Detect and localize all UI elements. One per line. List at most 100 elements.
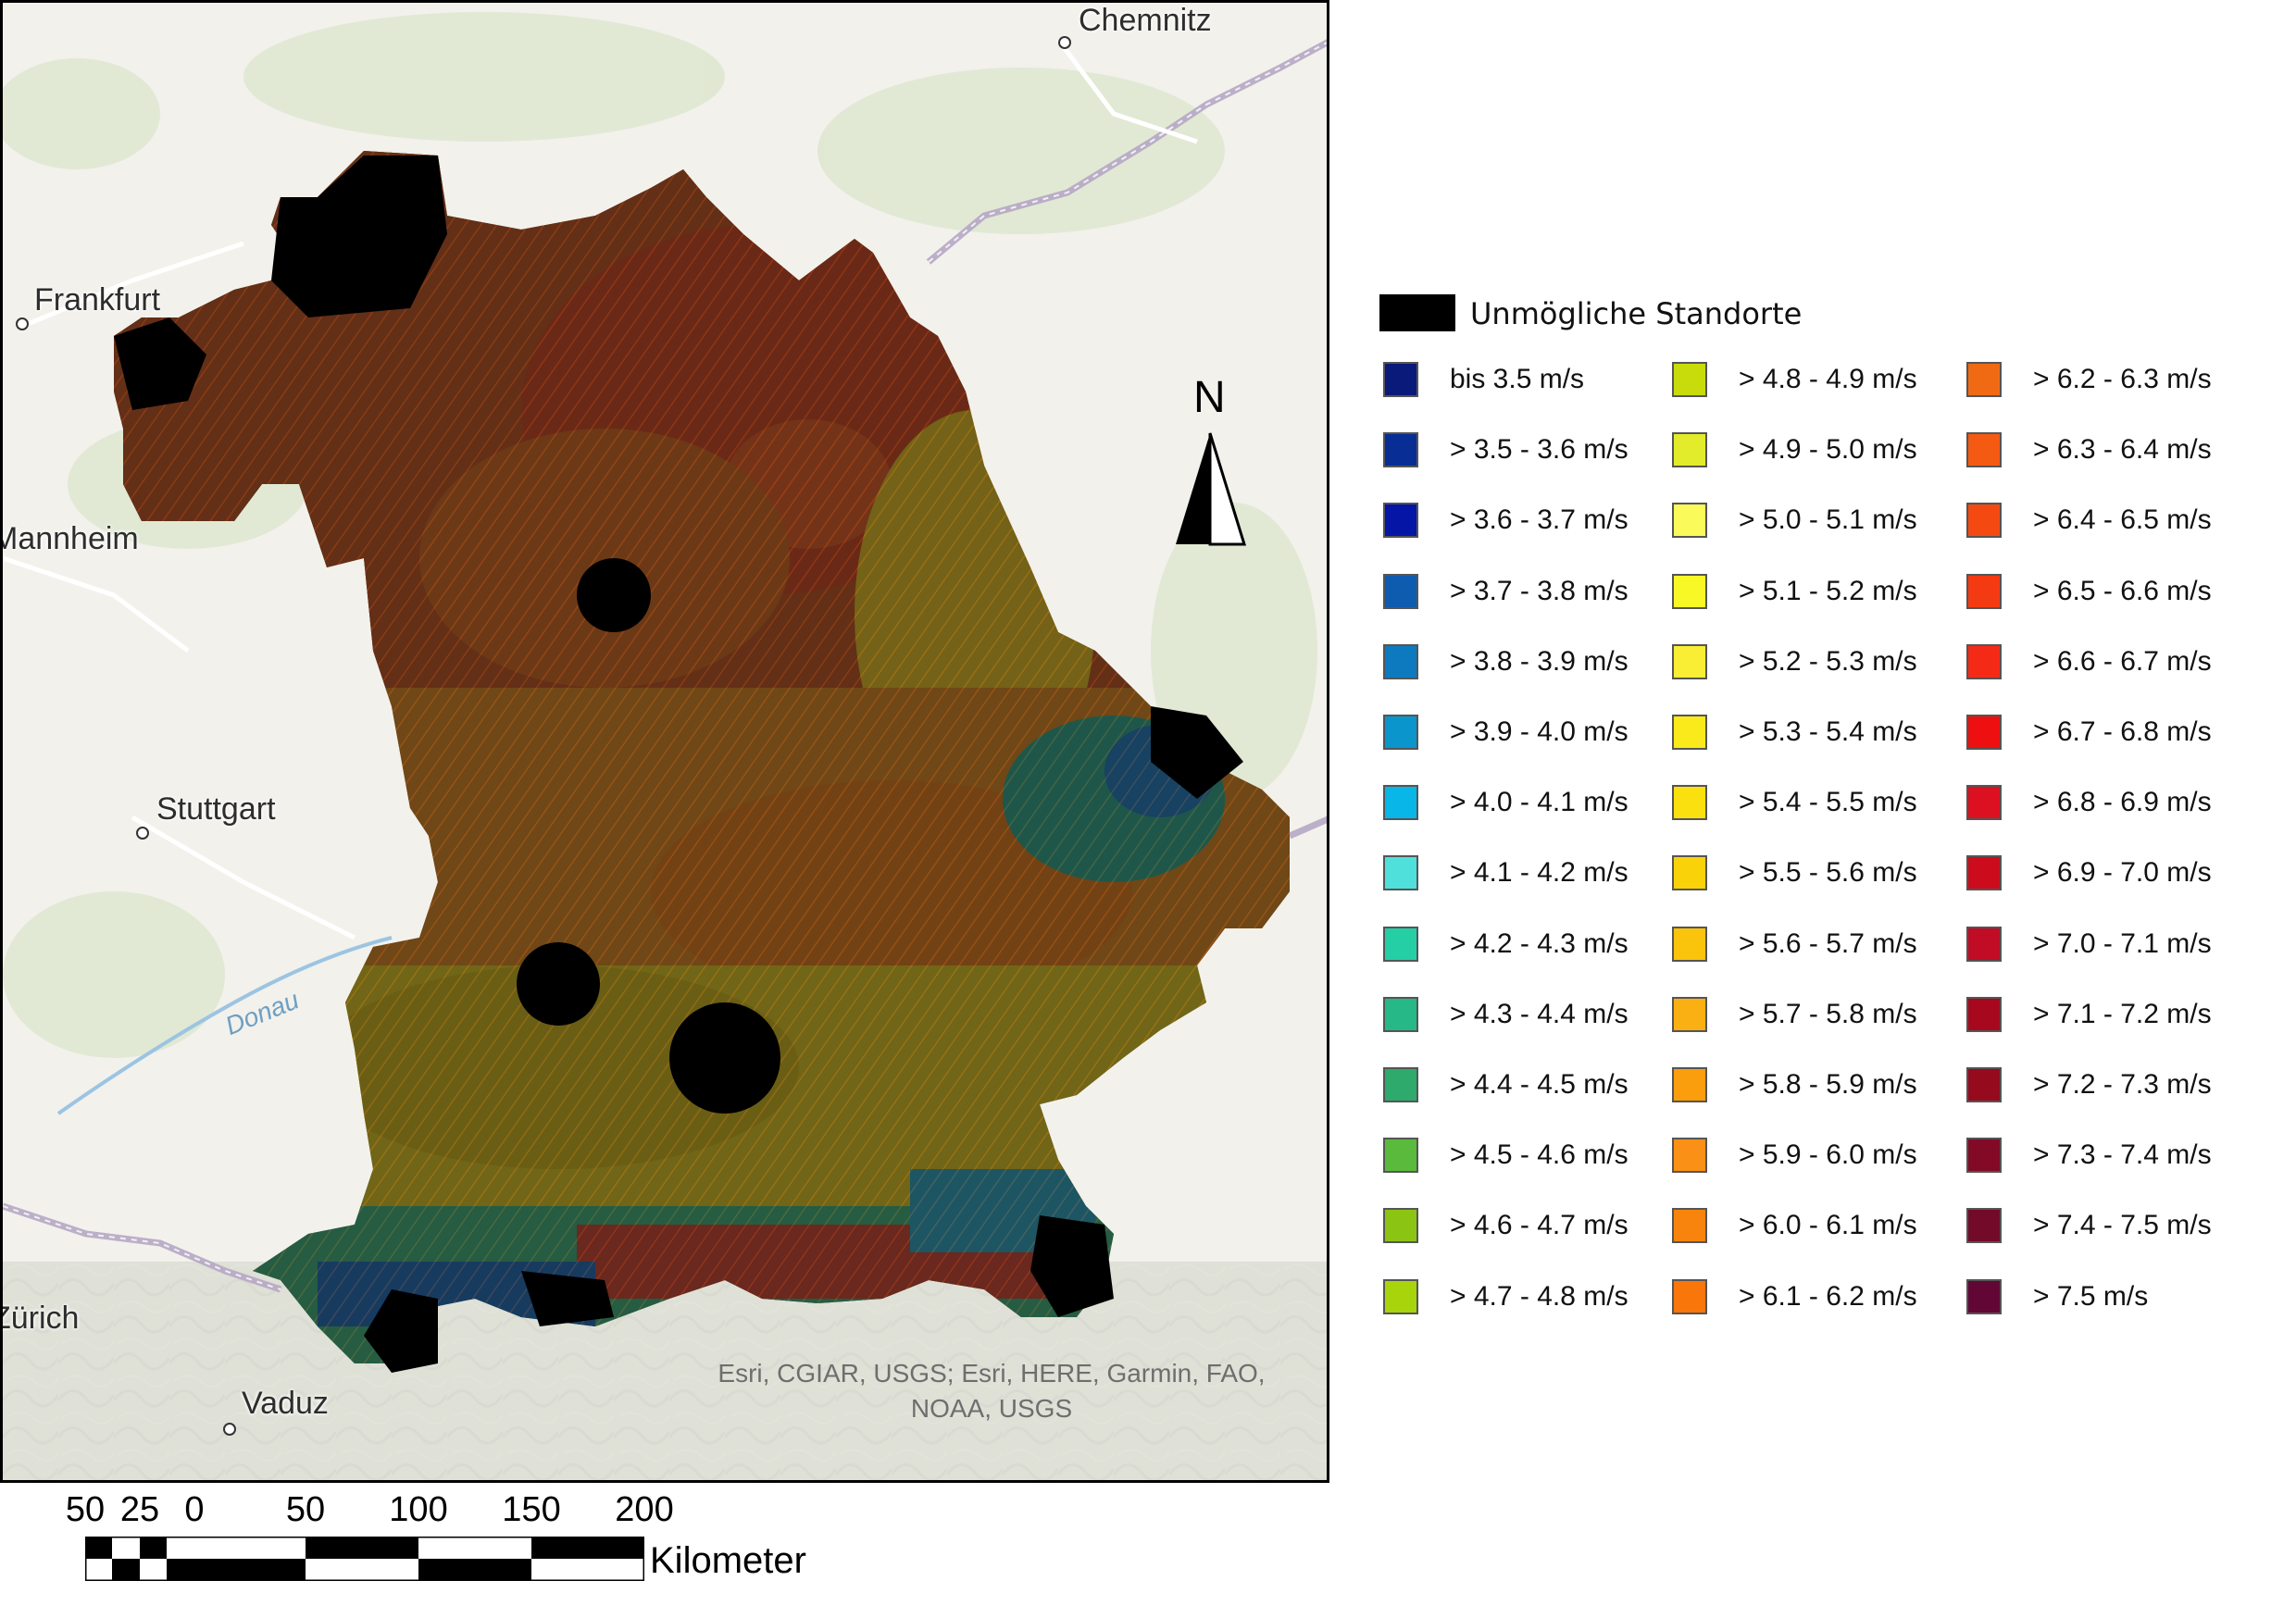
legend-label: > 3.9 - 4.0 m/s bbox=[1450, 716, 1628, 747]
legend-item: > 6.9 - 7.0 m/s bbox=[1966, 853, 2212, 893]
map-panel[interactable]: Chemnitz Frankfurt Mannheim Stuttgart Zü… bbox=[0, 0, 1329, 1483]
city-label-vaduz: Vaduz bbox=[242, 1386, 329, 1421]
legend-label: > 5.9 - 6.0 m/s bbox=[1739, 1139, 1917, 1170]
legend-swatch bbox=[1966, 644, 2002, 679]
legend-swatch bbox=[1966, 1067, 2002, 1102]
legend-swatch bbox=[1383, 927, 1418, 962]
legend-label: > 3.5 - 3.6 m/s bbox=[1450, 434, 1628, 465]
legend-item: > 3.7 - 3.8 m/s bbox=[1383, 571, 1628, 612]
legend-label: > 6.5 - 6.6 m/s bbox=[2033, 576, 2212, 606]
city-label-frankfurt: Frankfurt bbox=[34, 282, 161, 317]
city-dot-stuttgart bbox=[136, 827, 149, 840]
legend-label: > 5.8 - 5.9 m/s bbox=[1739, 1069, 1917, 1100]
legend-item: > 3.8 - 3.9 m/s bbox=[1383, 641, 1628, 682]
city-label-zurich: Zürich bbox=[0, 1301, 80, 1336]
legend-swatch bbox=[1383, 1138, 1418, 1173]
legend-item: > 3.5 - 3.6 m/s bbox=[1383, 429, 1628, 470]
legend-item: > 7.2 - 7.3 m/s bbox=[1966, 1064, 2212, 1105]
legend-swatch bbox=[1966, 503, 2002, 538]
scalebar-unit: Kilometer bbox=[650, 1540, 806, 1581]
legend-swatch bbox=[1383, 644, 1418, 679]
legend-label: > 4.2 - 4.3 m/s bbox=[1450, 928, 1628, 959]
legend-item: > 6.6 - 6.7 m/s bbox=[1966, 641, 2212, 682]
legend-swatch bbox=[1672, 927, 1707, 962]
attribution-line-1: Esri, CGIAR, USGS; Esri, HERE, Garmin, F… bbox=[718, 1359, 1266, 1388]
legend-item: > 4.2 - 4.3 m/s bbox=[1383, 924, 1628, 965]
legend-label: bis 3.5 m/s bbox=[1450, 364, 1585, 394]
legend-label: > 7.2 - 7.3 m/s bbox=[2033, 1069, 2212, 1100]
legend-item: > 5.0 - 5.1 m/s bbox=[1672, 500, 1917, 541]
legend-label: > 5.3 - 5.4 m/s bbox=[1739, 716, 1917, 747]
legend-swatch bbox=[1672, 644, 1707, 679]
legend-label: > 5.7 - 5.8 m/s bbox=[1739, 999, 1917, 1029]
scalebar-tick-label: 0 bbox=[184, 1490, 205, 1529]
legend-label: > 3.8 - 3.9 m/s bbox=[1450, 646, 1628, 677]
legend-label: > 6.3 - 6.4 m/s bbox=[2033, 434, 2212, 465]
city-label-stuttgart: Stuttgart bbox=[156, 791, 276, 827]
legend-item: > 6.0 - 6.1 m/s bbox=[1672, 1205, 1917, 1246]
legend-swatch bbox=[1383, 1067, 1418, 1102]
scalebar-tick-label: 100 bbox=[389, 1490, 448, 1529]
legend-swatch bbox=[1672, 785, 1707, 820]
legend-label: > 6.7 - 6.8 m/s bbox=[2033, 716, 2212, 747]
legend-swatch bbox=[1966, 362, 2002, 397]
legend-label: > 6.4 - 6.5 m/s bbox=[2033, 504, 2212, 535]
legend-item: > 7.4 - 7.5 m/s bbox=[1966, 1205, 2212, 1246]
legend-item: > 6.8 - 6.9 m/s bbox=[1966, 782, 2212, 823]
legend-label: > 6.6 - 6.7 m/s bbox=[2033, 646, 2212, 677]
scalebar-tick-label: 50 bbox=[65, 1490, 106, 1529]
legend-swatch bbox=[1672, 1067, 1707, 1102]
legend-swatch bbox=[1383, 715, 1418, 750]
legend-item: > 5.6 - 5.7 m/s bbox=[1672, 924, 1917, 965]
city-label-chemnitz: Chemnitz bbox=[1079, 3, 1212, 38]
legend-item: > 5.3 - 5.4 m/s bbox=[1672, 712, 1917, 753]
impossible-areas bbox=[114, 156, 1243, 1373]
legend-label: > 3.6 - 3.7 m/s bbox=[1450, 504, 1628, 535]
legend-label: > 6.8 - 6.9 m/s bbox=[2033, 787, 2212, 817]
attribution-line-2: NOAA, USGS bbox=[910, 1394, 1073, 1423]
legend-item: > 5.2 - 5.3 m/s bbox=[1672, 641, 1917, 682]
legend-label: > 6.0 - 6.1 m/s bbox=[1739, 1210, 1917, 1240]
legend-swatch bbox=[1672, 855, 1707, 890]
legend-swatch bbox=[1383, 997, 1418, 1032]
north-label: N bbox=[1193, 373, 1226, 422]
legend-swatch bbox=[1966, 927, 2002, 962]
scalebar bbox=[85, 1537, 644, 1581]
legend-item: > 3.6 - 3.7 m/s bbox=[1383, 500, 1628, 541]
legend-swatch bbox=[1383, 1279, 1418, 1314]
city-dot-vaduz bbox=[223, 1423, 236, 1436]
legend-swatch bbox=[1966, 997, 2002, 1032]
map-attribution: Esri, CGIAR, USGS; Esri, HERE, Garmin, F… bbox=[695, 1356, 1288, 1426]
legend-item: > 5.9 - 6.0 m/s bbox=[1672, 1135, 1917, 1176]
legend-item: > 4.8 - 4.9 m/s bbox=[1672, 359, 1917, 400]
legend-item: > 3.9 - 4.0 m/s bbox=[1383, 712, 1628, 753]
legend-item: > 4.6 - 4.7 m/s bbox=[1383, 1205, 1628, 1246]
legend-label: > 6.9 - 7.0 m/s bbox=[2033, 857, 2212, 888]
legend-item: > 7.5 m/s bbox=[1966, 1276, 2148, 1317]
legend-label: > 4.8 - 4.9 m/s bbox=[1739, 364, 1917, 394]
legend-label: > 7.1 - 7.2 m/s bbox=[2033, 999, 2212, 1029]
legend-item: > 4.9 - 5.0 m/s bbox=[1672, 429, 1917, 470]
legend-label: > 6.2 - 6.3 m/s bbox=[2033, 364, 2212, 394]
legend-swatch bbox=[1383, 503, 1418, 538]
scalebar-tick-label: 150 bbox=[502, 1490, 561, 1529]
legend-label: > 4.7 - 4.8 m/s bbox=[1450, 1281, 1628, 1312]
legend-swatch bbox=[1966, 785, 2002, 820]
legend-item: > 6.5 - 6.6 m/s bbox=[1966, 571, 2212, 612]
legend-label: > 4.9 - 5.0 m/s bbox=[1739, 434, 1917, 465]
legend-label: > 7.0 - 7.1 m/s bbox=[2033, 928, 2212, 959]
legend-label: > 4.0 - 4.1 m/s bbox=[1450, 787, 1628, 817]
legend-item: > 4.7 - 4.8 m/s bbox=[1383, 1276, 1628, 1317]
legend-swatch bbox=[1672, 1279, 1707, 1314]
legend-swatch bbox=[1672, 574, 1707, 609]
legend-label: > 4.4 - 4.5 m/s bbox=[1450, 1069, 1628, 1100]
legend-item: > 7.3 - 7.4 m/s bbox=[1966, 1135, 2212, 1176]
legend-swatch bbox=[1383, 855, 1418, 890]
scalebar-tick-label: 25 bbox=[119, 1490, 160, 1529]
roads bbox=[3, 38, 1198, 940]
legend-label: > 4.6 - 4.7 m/s bbox=[1450, 1210, 1628, 1240]
legend-label: > 3.7 - 3.8 m/s bbox=[1450, 576, 1628, 606]
legend-label: > 5.4 - 5.5 m/s bbox=[1739, 787, 1917, 817]
legend-swatch bbox=[1966, 1279, 2002, 1314]
legend-swatch bbox=[1672, 1138, 1707, 1173]
